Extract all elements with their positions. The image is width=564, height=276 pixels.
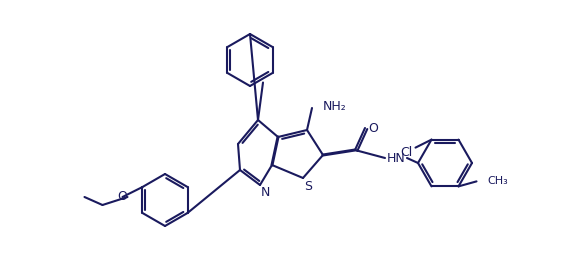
- Text: N: N: [261, 187, 270, 200]
- Text: Cl: Cl: [400, 146, 413, 159]
- Text: CH₃: CH₃: [487, 176, 508, 186]
- Text: O: O: [368, 121, 378, 134]
- Text: HN: HN: [387, 152, 406, 164]
- Text: NH₂: NH₂: [323, 100, 347, 113]
- Text: O: O: [117, 190, 127, 203]
- Text: S: S: [304, 179, 312, 192]
